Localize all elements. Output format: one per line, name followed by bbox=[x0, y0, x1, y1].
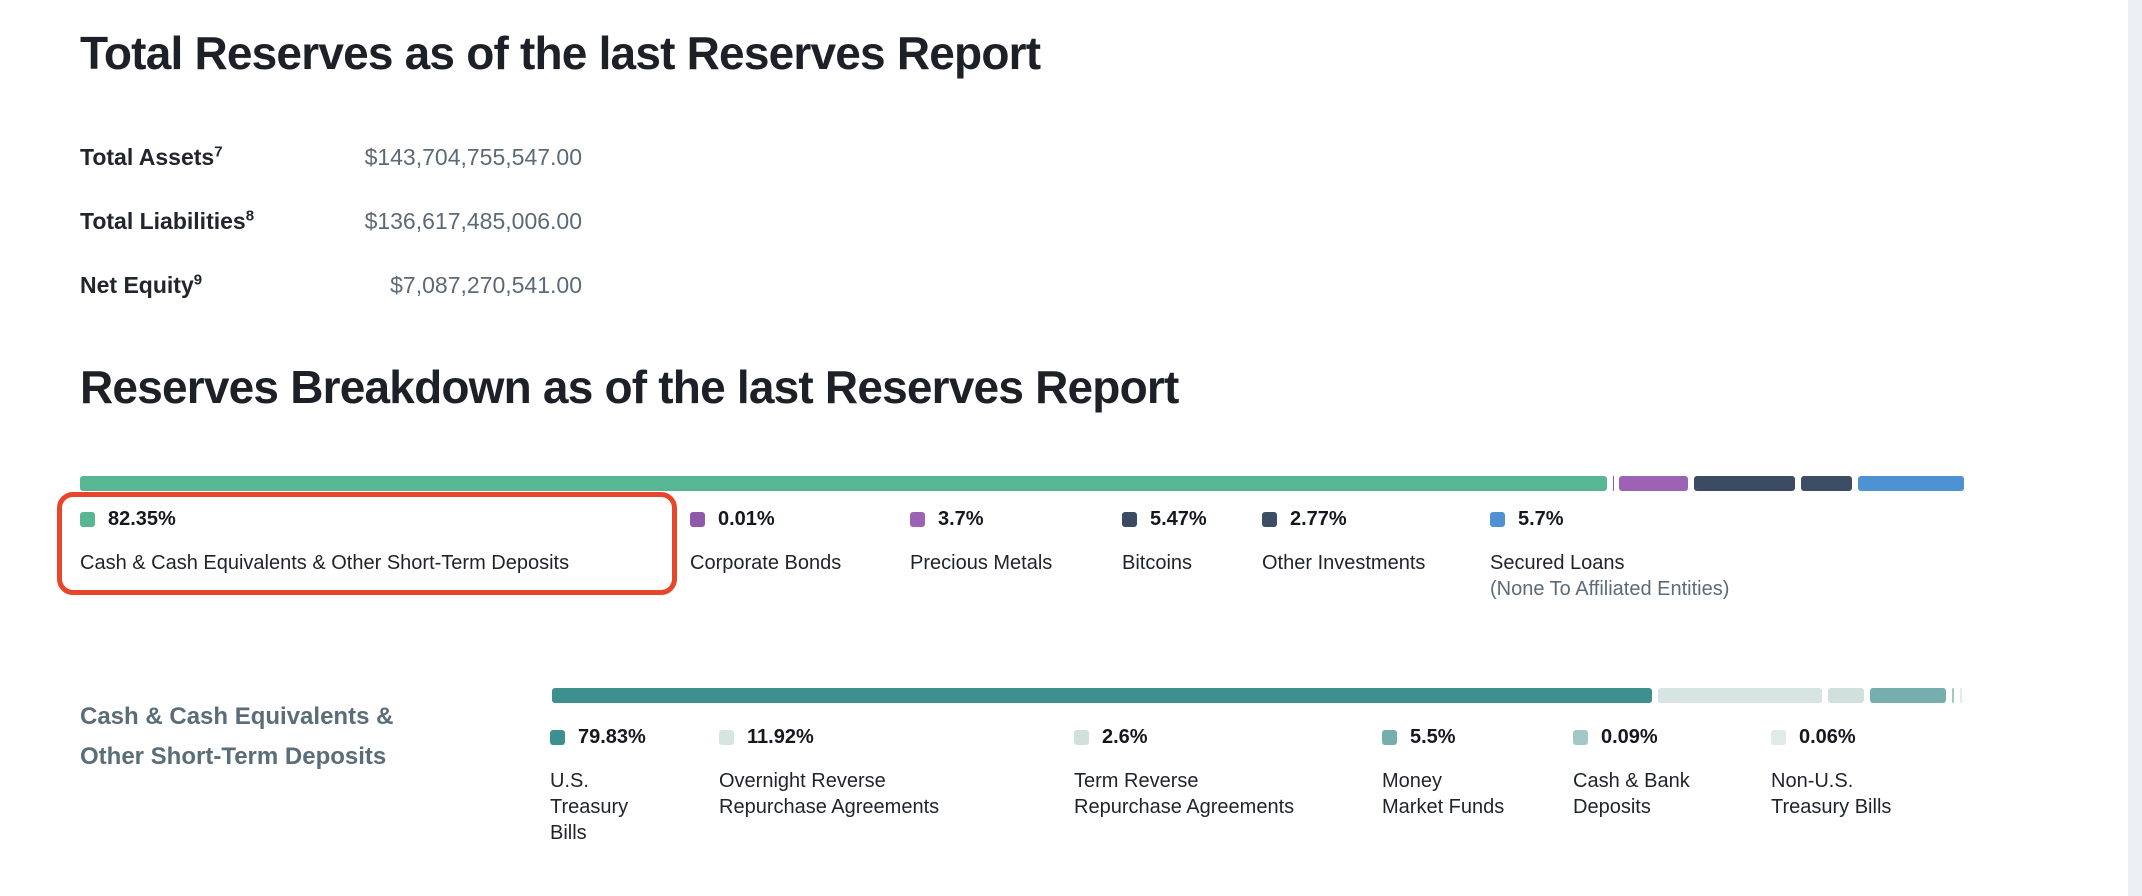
legend-top-row: 5.47% bbox=[1122, 507, 1207, 531]
legend-item-other-investments[interactable]: 2.77% Other Investments bbox=[1262, 507, 1425, 576]
legend-swatch-icon bbox=[1771, 729, 1786, 745]
bar-segment-secured-loans bbox=[1858, 476, 1964, 491]
legend-swatch-icon bbox=[1382, 729, 1397, 745]
legend-percent: 11.92% bbox=[747, 725, 814, 748]
legend-label: Bitcoins bbox=[1122, 552, 1193, 574]
legend-percent: 5.5% bbox=[1410, 725, 1456, 748]
bar-segment-other-investments bbox=[1800, 476, 1853, 491]
legend-item-cash-cash-equivalents-other-short-term-deposits[interactable]: 82.35% Cash & Cash Equivalents & Other Sh… bbox=[80, 507, 569, 576]
legend-item-secured-loans[interactable]: 5.7% Secured Loans (None To Affiliated Ent… bbox=[1490, 507, 1729, 602]
legend-top-row: 0.01% bbox=[690, 507, 841, 531]
bar-segment-term-reverse-repurchase-agreements bbox=[1828, 688, 1865, 703]
legend-top-row: 5.7% bbox=[1490, 507, 1729, 531]
bar-segment-money-market-funds bbox=[1870, 688, 1946, 703]
legend-top-row: 5.5% bbox=[1382, 725, 1504, 749]
legend-item-bitcoins[interactable]: 5.47% Bitcoins bbox=[1122, 507, 1207, 576]
stat-row-net-equity: Net Equity9 $7,087,270,541.00 bbox=[80, 271, 582, 299]
legend-label: Precious Metals bbox=[910, 552, 1053, 574]
legend-top-row: 3.7% bbox=[910, 507, 1052, 531]
legend-top-row: 0.06% bbox=[1771, 725, 1891, 749]
stat-value-total-liabilities: $136,617,485,006.00 bbox=[364, 208, 582, 234]
stat-value-net-equity: $7,087,270,541.00 bbox=[390, 272, 582, 298]
legend-label: Cash & Bank Deposits bbox=[1573, 770, 1690, 818]
stat-label-total-liabilities: Total Liabilities8 bbox=[80, 207, 255, 234]
bar-segment-cash-bank-deposits bbox=[1952, 688, 1954, 703]
legend-label: Corporate Bonds bbox=[690, 552, 842, 574]
legend-label: Overnight Reverse Repurchase Agreements bbox=[719, 770, 940, 818]
bar-segment-overnight-reverse-repurchase-agreements bbox=[1658, 688, 1823, 703]
legend-swatch-icon bbox=[690, 511, 705, 527]
footnote-ref-8[interactable]: 8 bbox=[245, 207, 255, 224]
legend-label: Term Reverse Repurchase Agreements bbox=[1074, 770, 1295, 818]
legend-top-row: 11.92% bbox=[719, 725, 939, 749]
legend-top-row: 2.77% bbox=[1262, 507, 1425, 531]
legend-label: Secured Loans bbox=[1490, 552, 1625, 574]
legend-percent: 0.06% bbox=[1799, 725, 1856, 748]
total-reserves-stats: Total Assets7 $143,704,755,547.00 Total … bbox=[80, 143, 582, 335]
legend-swatch-icon bbox=[1074, 729, 1089, 745]
legend-item-cash-bank-deposits[interactable]: 0.09% Cash & Bank Deposits bbox=[1573, 725, 1690, 820]
legend-percent: 5.47% bbox=[1150, 507, 1207, 530]
legend-top-row: 2.6% bbox=[1074, 725, 1294, 749]
bar-segment-non-u-s-treasury-bills bbox=[1960, 688, 1962, 703]
legend-top-row: 79.83% bbox=[550, 725, 646, 749]
legend-item-money-market-funds[interactable]: 5.5% Money Market Funds bbox=[1382, 725, 1504, 820]
legend-item-term-reverse-repurchase-agreements[interactable]: 2.6% Term Reverse Repurchase Agreements bbox=[1074, 725, 1294, 820]
legend-item-overnight-reverse-repurchase-agreements[interactable]: 11.92% Overnight Reverse Repurchase Agreem… bbox=[719, 725, 939, 820]
bar-segment-precious-metals bbox=[1618, 476, 1688, 491]
legend-item-non-u-s-treasury-bills[interactable]: 0.06% Non-U.S. Treasury Bills bbox=[1771, 725, 1891, 820]
legend-label: U.S. Treasury Bills bbox=[550, 770, 629, 844]
legend-label: Cash & Cash Equivalents & Other Short-Te… bbox=[80, 552, 570, 574]
cash-equivalents-section-label: Cash & Cash Equivalents & Other Short-Te… bbox=[80, 703, 394, 770]
legend-label: Non-U.S. Treasury Bills bbox=[1771, 770, 1892, 818]
legend-swatch-icon bbox=[1490, 511, 1505, 527]
legend-note: (None To Affiliated Entities) bbox=[1490, 578, 1730, 600]
legend-swatch-icon bbox=[910, 511, 925, 527]
stat-label-total-assets: Total Assets7 bbox=[80, 143, 223, 170]
legend-percent: 2.77% bbox=[1290, 507, 1347, 530]
bar-segment-cash-cash-equivalents-other-short-term-deposits bbox=[80, 476, 1607, 491]
legend-percent: 5.7% bbox=[1518, 507, 1564, 530]
legend-percent: 0.01% bbox=[718, 507, 775, 530]
legend-label: Money Market Funds bbox=[1382, 770, 1505, 818]
legend-percent: 3.7% bbox=[938, 507, 984, 530]
legend-swatch-icon bbox=[1262, 511, 1277, 527]
legend-top-row: 0.09% bbox=[1573, 725, 1690, 749]
scrollbar-gutter bbox=[2128, 0, 2142, 896]
legend-swatch-icon bbox=[1573, 729, 1588, 745]
stat-row-total-liabilities: Total Liabilities8 $136,617,485,006.00 bbox=[80, 207, 582, 235]
legend-percent: 79.83% bbox=[578, 725, 646, 748]
legend-swatch-icon bbox=[1122, 511, 1137, 527]
legend-percent: 0.09% bbox=[1601, 725, 1658, 748]
legend-swatch-icon bbox=[550, 729, 565, 745]
bar-segment-bitcoins bbox=[1693, 476, 1795, 491]
bar-segment-u-s-treasury-bills bbox=[552, 688, 1653, 703]
stat-value-total-assets: $143,704,755,547.00 bbox=[364, 144, 582, 170]
legend-item-u-s-treasury-bills[interactable]: 79.83% U.S. Treasury Bills bbox=[550, 725, 646, 846]
legend-swatch-icon bbox=[80, 511, 95, 527]
stat-row-total-assets: Total Assets7 $143,704,755,547.00 bbox=[80, 143, 582, 171]
cash-equivalents-bar bbox=[552, 688, 1962, 703]
stat-label-net-equity: Net Equity9 bbox=[80, 271, 203, 298]
reserves-breakdown-title: Reserves Breakdown as of the last Reserv… bbox=[80, 361, 1179, 413]
legend-label: Other Investments bbox=[1262, 552, 1426, 574]
legend-percent: 82.35% bbox=[108, 507, 176, 530]
total-reserves-title: Total Reserves as of the last Reserves R… bbox=[80, 27, 1041, 79]
legend-percent: 2.6% bbox=[1102, 725, 1148, 748]
legend-item-corporate-bonds[interactable]: 0.01% Corporate Bonds bbox=[690, 507, 841, 576]
footnote-ref-9[interactable]: 9 bbox=[193, 271, 203, 288]
legend-top-row: 82.35% bbox=[80, 507, 569, 531]
legend-item-precious-metals[interactable]: 3.7% Precious Metals bbox=[910, 507, 1052, 576]
reserves-breakdown-bar bbox=[80, 476, 1964, 491]
legend-swatch-icon bbox=[719, 729, 734, 745]
footnote-ref-7[interactable]: 7 bbox=[214, 143, 223, 160]
